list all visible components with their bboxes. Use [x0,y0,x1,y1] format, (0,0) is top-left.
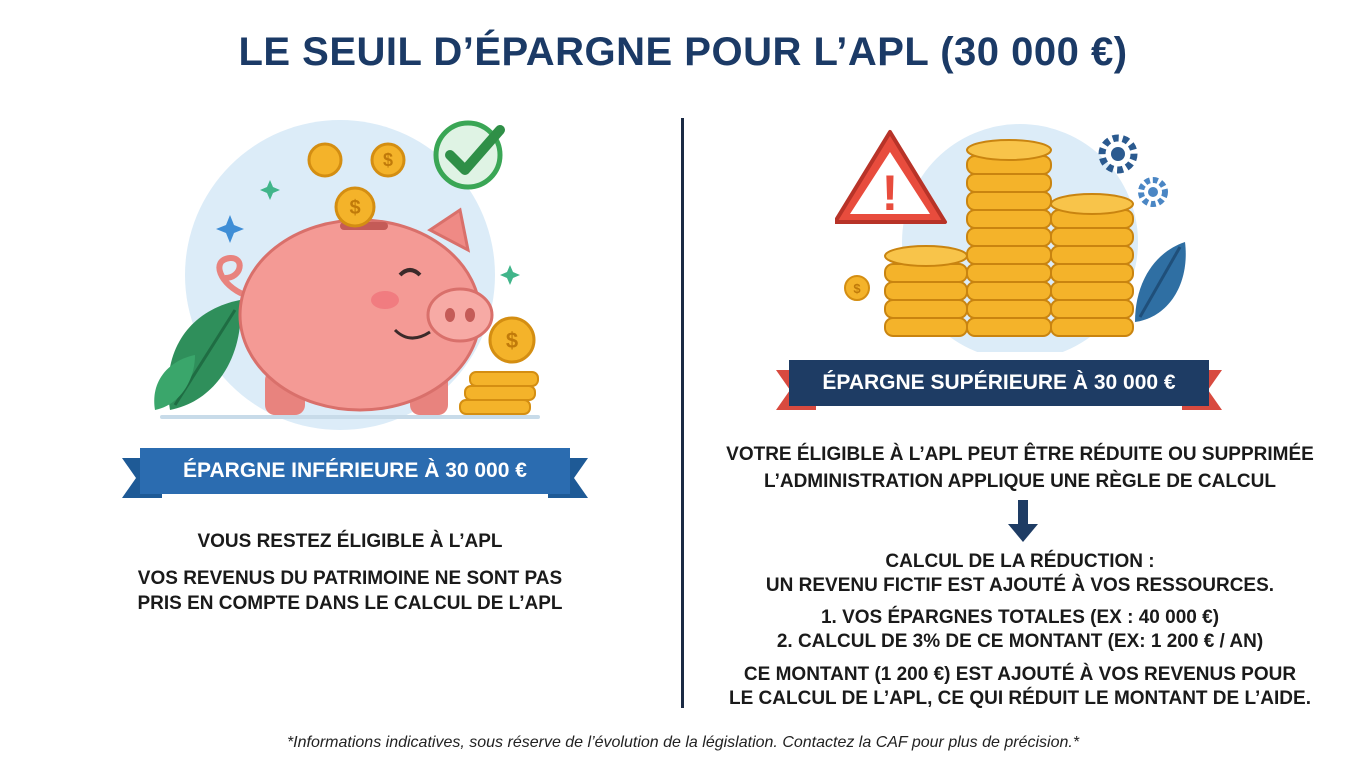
right-ribbon-label: ÉPARGNE SUPÉRIEURE À 30 000 € [789,360,1209,406]
left-ribbon: ÉPARGNE INFÉRIEURE À 30 000 € [122,448,588,498]
coin-stack-icon [1050,193,1134,337]
pig-snout [426,287,494,343]
coin-stack-icon [459,371,539,415]
gear-icon [1098,134,1138,174]
page-title: LE SEUIL D’ÉPARGNE POUR L’APL (30 000 €) [238,30,1128,74]
right-eligibility-text: VOTRE ÉLIGIBLE À L’APL PEUT ÊTRE RÉDUITE… [726,444,1314,465]
column-divider [681,118,684,708]
footnote: *Informations indicatives, sous réserve … [286,734,1080,751]
svg-text:$: $ [383,150,393,170]
coin-icon: $ [844,275,870,301]
coin-stack-icon [966,139,1052,337]
left-eligibility-text: VOUS RESTEZ ÉLIGIBLE À L’APL [197,531,503,552]
coin-icon [307,142,343,178]
right-ribbon: ÉPARGNE SUPÉRIEURE À 30 000 € [776,360,1222,410]
leaf-icon [1135,242,1186,322]
calc-result-line1: CE MONTANT (1 200 €) EST AJOUTÉ À VOS RE… [743,664,1297,685]
coin-icon: $ [334,186,376,228]
piggy-bank-illustration: $ $ $ [154,120,540,430]
warning-icon: ! [835,130,947,224]
right-rule-text: L’ADMINISTRATION APPLIQUE UNE RÈGLE DE C… [764,471,1276,492]
svg-text:$: $ [349,197,360,219]
calc-subtitle: UN REVENU FICTIF EST AJOUTÉ À VOS RESSOU… [765,575,1275,596]
sparkle-icon [216,215,244,243]
coin-icon: $ [370,142,406,178]
check-icon [433,120,505,190]
left-detail-line1: VOS REVENUS DU PATRIMOINE NE SONT PAS [137,568,563,589]
sparkle-icon [500,265,520,285]
calc-title: CALCUL DE LA RÉDUCTION : [885,551,1155,572]
coin-icon: $ [488,316,536,364]
leaf-icon [154,300,241,410]
arrow-down-icon [1008,500,1038,542]
svg-text:$: $ [506,328,518,353]
sparkle-icon [260,180,280,200]
left-detail-line2: PRIS EN COMPTE DANS LE CALCUL DE L’APL [137,593,563,614]
calc-step-1: 1. VOS ÉPARGNES TOTALES (EX : 40 000 €) [820,607,1220,628]
svg-text:!: ! [882,165,899,221]
left-ribbon-label: ÉPARGNE INFÉRIEURE À 30 000 € [140,448,570,494]
coin-stacks-illustration: ! $ [835,124,1186,352]
calc-step-2: 2. CALCUL DE 3% DE CE MONTANT (EX: 1 200… [776,631,1264,652]
svg-text:$: $ [853,281,861,296]
calc-result-line2: LE CALCUL DE L’APL, CE QUI RÉDUIT LE MON… [729,688,1311,709]
gear-icon [1138,177,1168,207]
coin-stack-icon [884,245,968,337]
